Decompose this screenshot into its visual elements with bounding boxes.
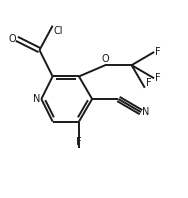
Text: O: O <box>102 54 109 64</box>
Text: F: F <box>155 73 161 83</box>
Text: F: F <box>155 47 161 57</box>
Text: Cl: Cl <box>54 26 63 36</box>
Text: F: F <box>76 137 82 147</box>
Text: F: F <box>146 78 151 88</box>
Text: N: N <box>142 107 149 117</box>
Text: N: N <box>33 94 40 104</box>
Text: O: O <box>8 34 16 44</box>
